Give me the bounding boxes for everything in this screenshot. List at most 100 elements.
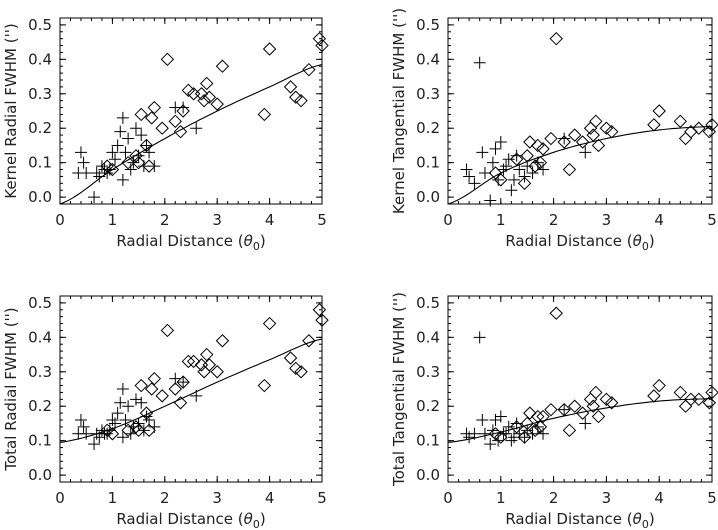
data-point-diamond bbox=[517, 176, 532, 191]
data-point-diamond bbox=[134, 107, 148, 122]
data-point-diamond bbox=[531, 138, 545, 153]
y-tick-label: 0.1 bbox=[416, 432, 440, 450]
data-point-diamond bbox=[536, 409, 550, 424]
y-axis-label: Kernel Radial FWHM ('') bbox=[2, 23, 20, 198]
data-point-diamond bbox=[294, 93, 308, 108]
data-point-diamond bbox=[692, 121, 706, 135]
data-point-plus bbox=[116, 383, 129, 395]
data-point-diamond bbox=[604, 124, 619, 139]
x-tick-label: 0 bbox=[55, 211, 65, 229]
y-tick-label: 0.2 bbox=[416, 397, 440, 415]
data-point-plus bbox=[518, 170, 531, 183]
x-tick-label: 1 bbox=[496, 211, 506, 229]
y-tick-label: 0.2 bbox=[28, 397, 52, 415]
data-point-plus bbox=[93, 431, 106, 444]
fit-curve bbox=[59, 338, 323, 443]
data-point-diamond bbox=[520, 149, 534, 163]
data-point-diamond bbox=[160, 323, 175, 338]
data-point-plus bbox=[494, 410, 507, 423]
x-tick-label: 0 bbox=[55, 489, 65, 507]
x-tick-label: 2 bbox=[549, 489, 559, 507]
data-point-diamond bbox=[131, 155, 146, 170]
data-point-plus bbox=[111, 407, 124, 420]
data-point-plus bbox=[463, 170, 476, 183]
data-point-plus bbox=[80, 167, 93, 179]
data-point-plus bbox=[518, 431, 531, 444]
data-point-diamond bbox=[705, 385, 718, 400]
data-point-diamond bbox=[186, 354, 201, 369]
data-point-diamond bbox=[494, 173, 508, 187]
data-point-diamond bbox=[105, 427, 120, 441]
data-point-diamond bbox=[528, 423, 542, 438]
data-point-diamond bbox=[536, 142, 550, 156]
data-point-plus bbox=[80, 427, 93, 440]
data-point-diamond bbox=[176, 375, 190, 389]
data-point-plus bbox=[88, 191, 101, 204]
data-point-diamond bbox=[312, 31, 327, 46]
x-tick-label: 1 bbox=[496, 489, 506, 507]
data-point-diamond bbox=[702, 396, 717, 410]
data-point-diamond bbox=[692, 392, 706, 407]
data-point-plus bbox=[513, 163, 526, 176]
x-tick-label: 3 bbox=[212, 211, 222, 229]
data-point-plus bbox=[93, 170, 106, 183]
data-point-plus bbox=[74, 414, 87, 426]
y-tick-label: 0.0 bbox=[416, 466, 440, 484]
x-tick-label: 2 bbox=[160, 211, 170, 229]
data-point-diamond bbox=[589, 385, 603, 400]
y-tick-label: 0.4 bbox=[416, 50, 440, 68]
data-point-diamond bbox=[147, 371, 162, 386]
x-tick-label: 3 bbox=[602, 489, 612, 507]
data-point-diamond bbox=[302, 334, 316, 348]
data-point-plus bbox=[109, 153, 122, 166]
data-point-plus bbox=[74, 146, 87, 159]
data-point-diamond bbox=[283, 80, 298, 94]
panel-kernel-tangential: 0 1 2 3 4 5 0.0 0.1 0.2 0.3 0.4 0.5 Radial Distance … bbox=[390, 8, 718, 253]
data-point-diamond bbox=[262, 316, 277, 331]
data-point-diamond bbox=[544, 402, 558, 417]
data-point-plus bbox=[111, 139, 124, 152]
data-point-plus bbox=[114, 125, 127, 138]
fit-curve bbox=[59, 63, 323, 205]
x-tick-label: 0 bbox=[443, 211, 453, 229]
y-tick-label: 0.0 bbox=[28, 466, 52, 484]
data-point-plus bbox=[106, 414, 119, 426]
data-point-diamond bbox=[312, 303, 327, 317]
data-point-plus bbox=[116, 431, 129, 444]
x-axis-label: Radial Distance (θ0) bbox=[116, 510, 265, 530]
data-point-diamond bbox=[647, 389, 661, 403]
data-point-plus bbox=[489, 414, 502, 426]
data-point-diamond bbox=[142, 159, 156, 173]
data-point-plus bbox=[484, 438, 497, 451]
data-point-diamond bbox=[509, 152, 524, 166]
data-point-plus bbox=[177, 101, 190, 114]
y-tick-label: 0.1 bbox=[28, 432, 52, 450]
data-point-diamond bbox=[549, 306, 563, 320]
data-point-diamond bbox=[523, 406, 537, 420]
data-point-diamond bbox=[533, 155, 548, 170]
data-point-diamond bbox=[144, 382, 159, 396]
data-point-plus bbox=[497, 163, 510, 176]
data-point-plus bbox=[190, 389, 203, 402]
data-point-plus bbox=[77, 156, 90, 169]
x-tick-label: 4 bbox=[265, 211, 275, 229]
data-point-diamond bbox=[144, 111, 159, 125]
plot-frame bbox=[59, 17, 323, 205]
data-point-plus bbox=[579, 146, 592, 159]
panel-kernel-radial: 0 1 2 3 4 5 0.0 0.1 0.2 0.3 0.4 0.5 Radial Distance … bbox=[2, 16, 329, 253]
x-tick-label: 1 bbox=[108, 211, 118, 229]
plot-frame bbox=[59, 295, 323, 483]
data-point-diamond bbox=[215, 334, 230, 348]
data-point-plus bbox=[122, 400, 135, 413]
x-tick-label: 4 bbox=[654, 489, 664, 507]
data-point-diamond bbox=[488, 427, 503, 441]
y-tick-label: 0.0 bbox=[28, 188, 52, 206]
data-point-diamond bbox=[121, 155, 135, 170]
y-axis-label: Total Radial FWHM ('') bbox=[2, 307, 20, 471]
data-point-diamond bbox=[147, 100, 162, 115]
plot-frame bbox=[447, 17, 713, 205]
data-point-diamond bbox=[652, 378, 666, 393]
data-point-diamond bbox=[523, 135, 537, 149]
data-point-diamond bbox=[604, 396, 619, 410]
